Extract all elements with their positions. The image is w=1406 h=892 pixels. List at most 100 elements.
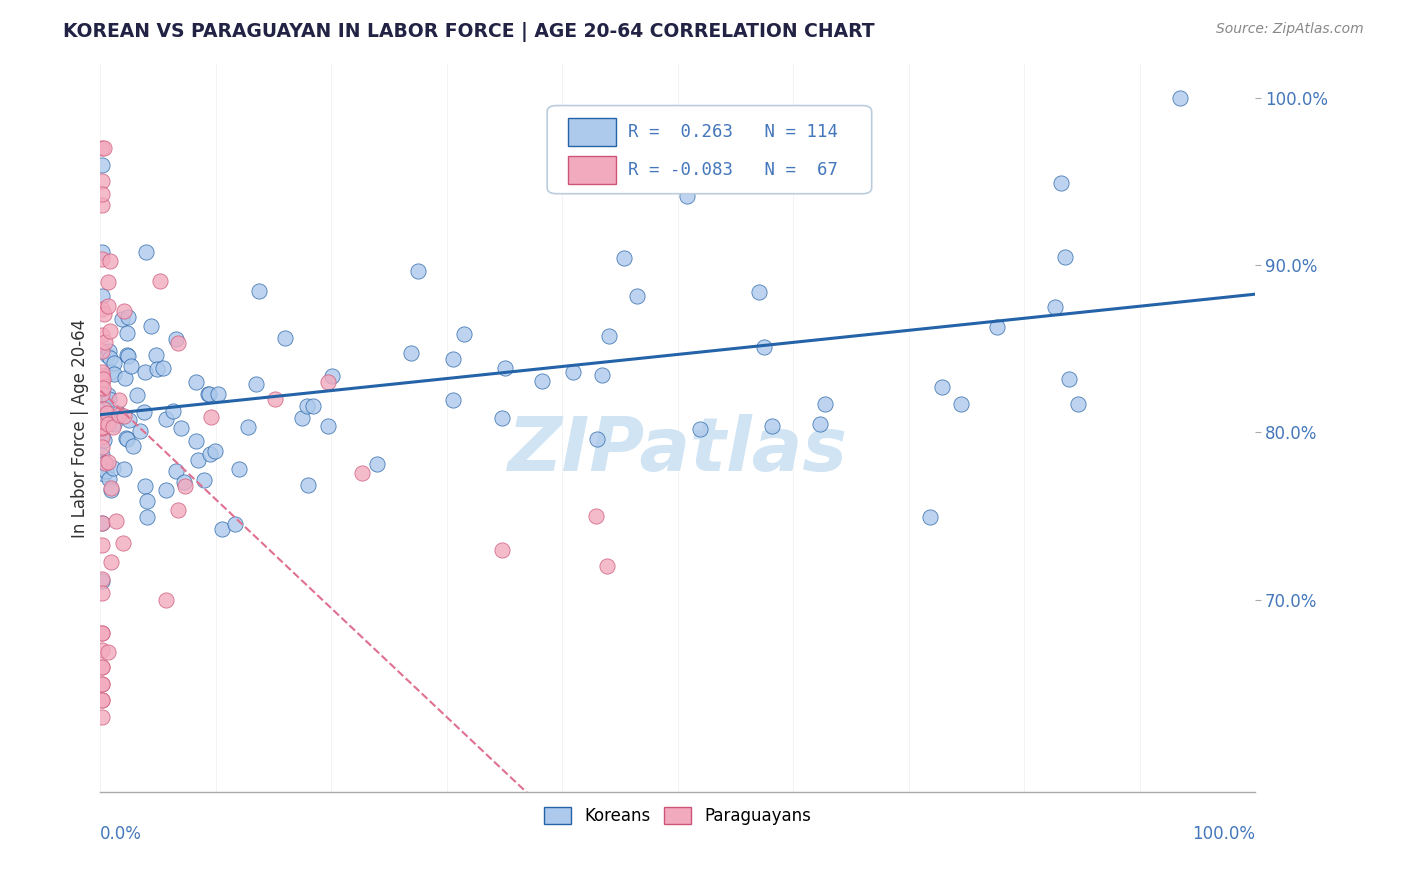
Point bbox=[174, 479, 197, 493]
Point bbox=[90, 676, 112, 690]
Point bbox=[184, 434, 207, 448]
Point bbox=[91, 381, 114, 395]
Point bbox=[91, 538, 114, 552]
Point bbox=[91, 372, 114, 386]
Point bbox=[134, 478, 156, 492]
Point bbox=[1170, 90, 1192, 104]
Point bbox=[531, 375, 554, 389]
Point bbox=[97, 299, 120, 313]
Point bbox=[146, 361, 169, 376]
Point bbox=[94, 334, 117, 349]
Point bbox=[90, 586, 112, 600]
Point bbox=[112, 304, 135, 318]
Point bbox=[350, 466, 373, 480]
Point bbox=[103, 417, 125, 432]
Point bbox=[90, 660, 112, 674]
Point bbox=[101, 461, 124, 475]
Point bbox=[122, 439, 145, 453]
Point bbox=[264, 392, 287, 406]
Point bbox=[91, 369, 114, 384]
Point bbox=[111, 535, 134, 549]
Point bbox=[90, 368, 112, 383]
Point bbox=[112, 409, 135, 423]
Point bbox=[591, 368, 613, 382]
Point bbox=[152, 360, 174, 375]
Point bbox=[245, 377, 267, 392]
Point bbox=[441, 392, 464, 407]
Point bbox=[96, 348, 118, 362]
Point bbox=[93, 401, 115, 416]
Point bbox=[224, 517, 246, 532]
Point bbox=[100, 483, 122, 497]
Point bbox=[931, 380, 953, 394]
Point bbox=[173, 475, 195, 490]
Point bbox=[98, 392, 121, 406]
Point bbox=[98, 253, 121, 268]
Point bbox=[595, 559, 617, 574]
Point bbox=[91, 429, 114, 443]
Point bbox=[1054, 250, 1077, 264]
Point bbox=[441, 351, 464, 366]
Point bbox=[97, 387, 120, 401]
Point bbox=[149, 274, 172, 288]
Point bbox=[198, 387, 221, 401]
Point bbox=[1049, 176, 1071, 190]
Point bbox=[115, 348, 138, 362]
Point bbox=[761, 418, 783, 433]
Point bbox=[291, 410, 314, 425]
Point bbox=[1066, 397, 1088, 411]
Point bbox=[808, 417, 831, 431]
Point bbox=[494, 360, 516, 375]
Point bbox=[316, 418, 339, 433]
Point bbox=[135, 493, 157, 508]
Point bbox=[90, 643, 112, 657]
Point bbox=[90, 430, 112, 444]
Point bbox=[187, 453, 209, 467]
Point bbox=[103, 356, 125, 370]
Point bbox=[90, 626, 112, 640]
Point bbox=[97, 455, 120, 469]
Point bbox=[98, 343, 121, 358]
Point bbox=[90, 245, 112, 260]
Point bbox=[491, 542, 513, 557]
Point bbox=[117, 349, 139, 363]
Point bbox=[193, 474, 215, 488]
Point bbox=[93, 434, 115, 448]
Point bbox=[145, 348, 167, 362]
Point bbox=[97, 417, 120, 431]
Point bbox=[90, 301, 112, 316]
Point bbox=[90, 411, 112, 425]
Point bbox=[115, 432, 138, 446]
Point bbox=[748, 285, 770, 299]
Point bbox=[585, 509, 607, 524]
Point bbox=[128, 424, 150, 438]
Point bbox=[98, 351, 121, 365]
Point bbox=[165, 332, 187, 346]
Text: R = -0.083   N =  67: R = -0.083 N = 67 bbox=[628, 161, 838, 178]
Text: Source: ZipAtlas.com: Source: ZipAtlas.com bbox=[1216, 22, 1364, 37]
Point bbox=[321, 369, 343, 384]
Text: 0.0%: 0.0% bbox=[100, 825, 142, 843]
Point bbox=[97, 276, 120, 290]
Point bbox=[207, 387, 229, 401]
Point bbox=[814, 397, 837, 411]
Point bbox=[758, 178, 780, 192]
Point bbox=[274, 331, 297, 345]
Point bbox=[114, 431, 136, 445]
Point bbox=[167, 502, 190, 516]
Point bbox=[752, 340, 775, 354]
Point bbox=[114, 371, 136, 385]
Point bbox=[211, 522, 233, 536]
Text: KOREAN VS PARAGUAYAN IN LABOR FORCE | AGE 20-64 CORRELATION CHART: KOREAN VS PARAGUAYAN IN LABOR FORCE | AG… bbox=[63, 22, 875, 42]
Point bbox=[90, 440, 112, 454]
Point bbox=[90, 327, 112, 342]
Point bbox=[165, 464, 187, 478]
Point bbox=[90, 252, 112, 266]
Point bbox=[91, 343, 114, 358]
Point bbox=[186, 375, 208, 389]
Point bbox=[562, 365, 585, 379]
Point bbox=[155, 483, 177, 497]
Point bbox=[120, 359, 142, 374]
Point bbox=[986, 320, 1008, 334]
Point bbox=[108, 392, 131, 407]
